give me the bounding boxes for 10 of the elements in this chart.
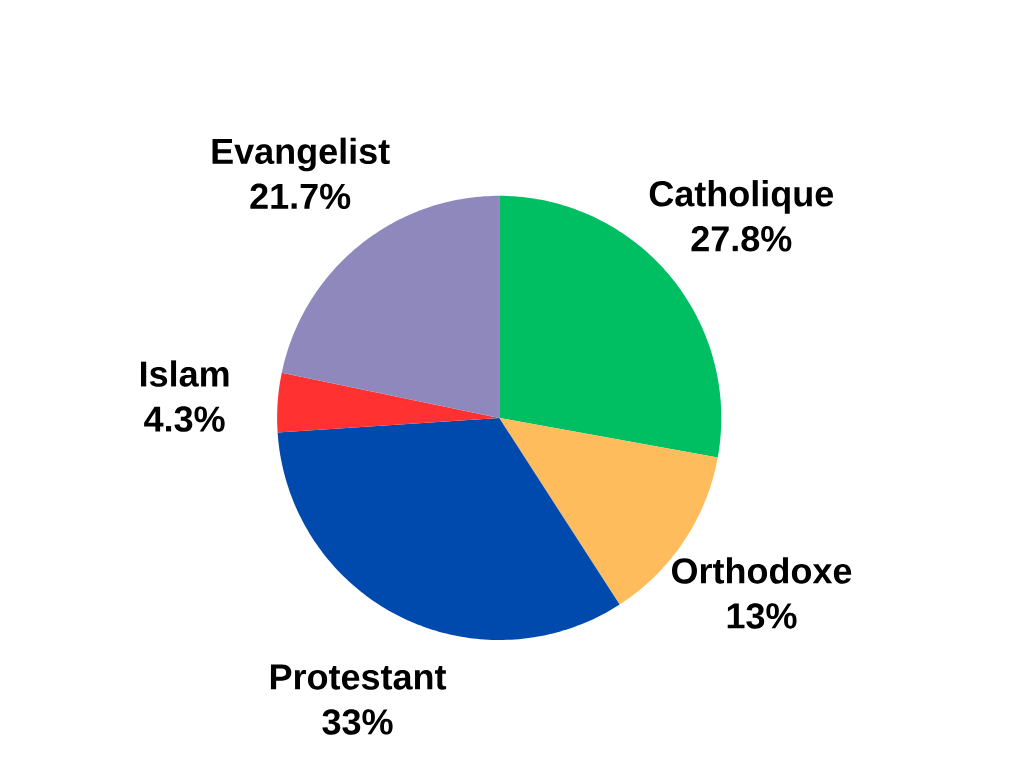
data-label: 4.3% <box>144 406 225 432</box>
slice-label: Catholique <box>649 180 834 214</box>
slice-label: Protestant <box>270 664 447 690</box>
data-label: 13% <box>727 603 797 629</box>
data-label: 21.7% <box>250 183 351 209</box>
data-label: 33% <box>322 709 393 735</box>
slice-label: Orthodoxe <box>672 557 852 584</box>
slice-label: Islam <box>140 360 229 387</box>
data-label: 27.8% <box>691 226 792 252</box>
slice-label: Evangelist <box>212 137 390 172</box>
